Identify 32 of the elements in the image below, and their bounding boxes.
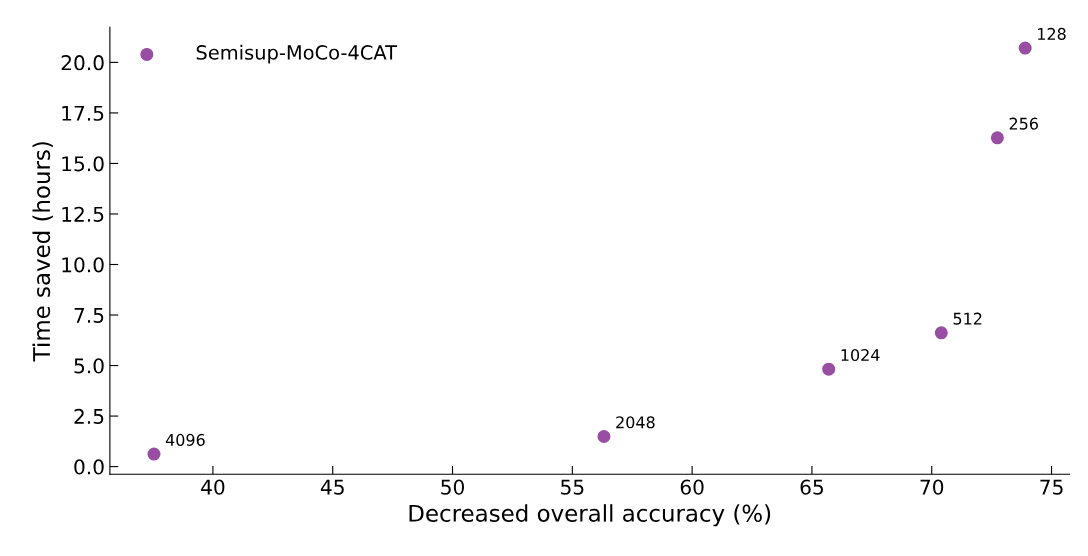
point: [597, 429, 611, 443]
y-tick-label: 2.5: [74, 408, 104, 424]
y-tick-label: 20.0: [61, 55, 104, 71]
annotation: 256: [1009, 117, 1038, 130]
x-tick-label: 65: [800, 479, 823, 495]
point: [934, 326, 948, 340]
x-tick-label: 70: [920, 479, 944, 495]
point: [822, 362, 836, 376]
y-tick-label: 10.0: [62, 257, 104, 273]
x-tick-label: 45: [320, 479, 344, 495]
annotation: 128: [1038, 27, 1066, 40]
y-tick-label: 5.0: [74, 358, 104, 374]
x-tick-label: 75: [1040, 479, 1063, 495]
point: [1018, 41, 1032, 55]
x-tick-label: 60: [680, 479, 704, 495]
y-tick-label: 12.5: [62, 206, 104, 222]
annotation: 512: [953, 312, 982, 325]
x-tick-label: 50: [441, 479, 464, 495]
x-tick-label: 55: [561, 479, 584, 495]
y-tick-label: 15.0: [62, 156, 104, 172]
y-tick-label: 0.0: [74, 459, 104, 475]
point: [990, 131, 1004, 145]
annotation: 2048: [616, 416, 655, 429]
y-axis-title: Time saved (hours): [32, 142, 53, 362]
x-tick-label: 40: [201, 479, 225, 495]
annotation: 4096: [165, 433, 205, 446]
x-axis-title: Decreased overall accuracy (%): [409, 504, 771, 527]
legend-label: Semisup-MoCo-4CAT: [196, 44, 398, 64]
y-tick-label: 17.5: [62, 105, 104, 121]
point: [147, 447, 161, 461]
y-tick-label: 7.5: [74, 307, 104, 323]
annotation: 1024: [841, 348, 880, 362]
